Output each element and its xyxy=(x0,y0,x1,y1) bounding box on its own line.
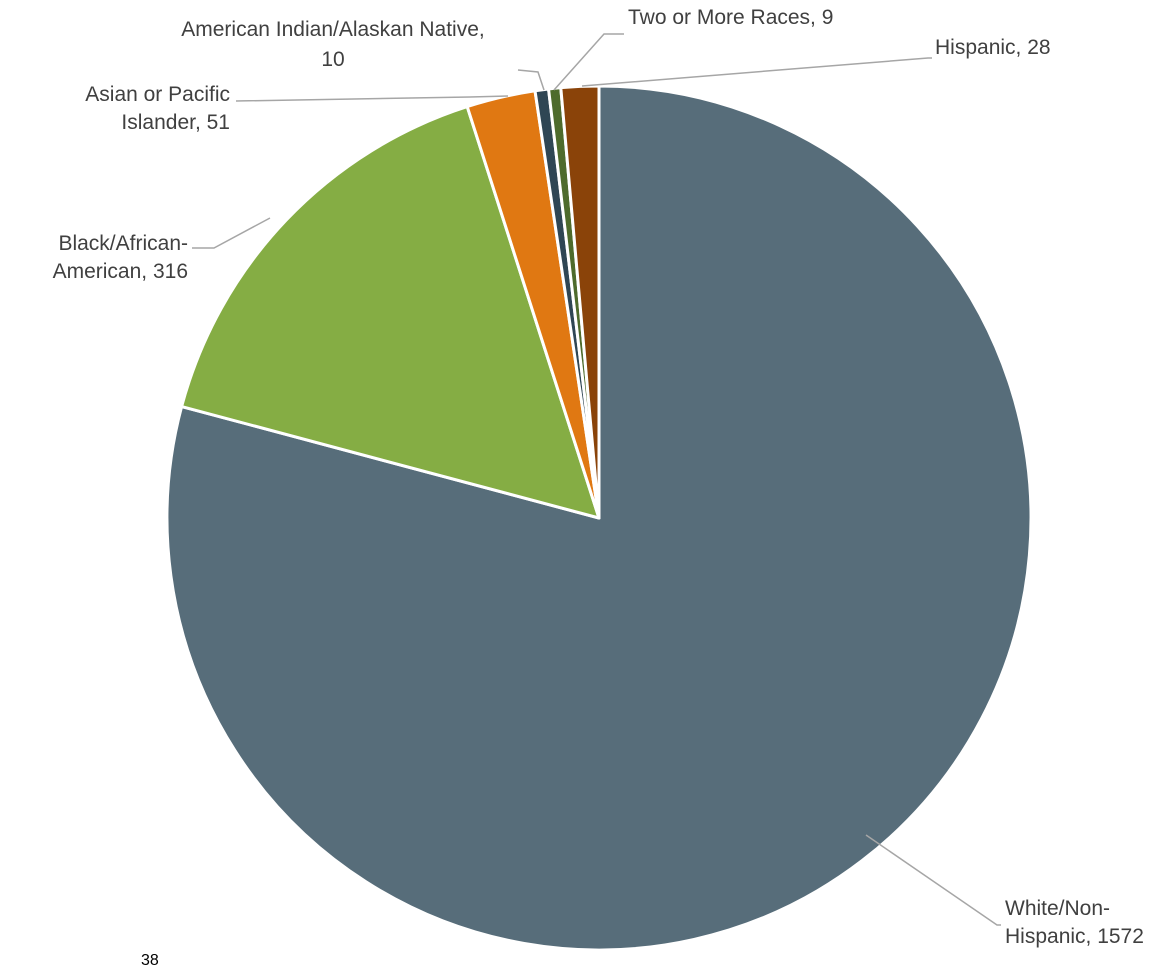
pie-slice-black-african-american xyxy=(180,105,601,520)
data-label-line: American Indian/Alaskan Native, xyxy=(181,18,485,41)
leader-line-american-indian-alaskan-native xyxy=(517,69,545,91)
data-label-two-or-more-races: Two or More Races, 9 xyxy=(628,6,833,29)
data-label-american-indian-alaskan-native: American Indian/Alaskan Native, 10 xyxy=(181,18,485,71)
data-label-white-non-hispanic: White/Non- Hispanic, 1572 xyxy=(1005,897,1144,948)
data-label-line: Islander, 51 xyxy=(121,111,230,134)
data-label-line: Hispanic, 1572 xyxy=(1005,925,1144,948)
data-label-line: Black/African- xyxy=(58,232,188,255)
leader-line-asian-or-pacific-islander xyxy=(235,95,509,102)
data-label-asian-or-pacific-islander: Asian or Pacific Islander, 51 xyxy=(85,83,230,134)
leader-line-two-or-more-races xyxy=(553,33,624,91)
leader-lines xyxy=(192,33,1001,926)
pie-slices xyxy=(165,84,1033,952)
data-label-black-african-american: Black/African- American, 316 xyxy=(53,232,188,283)
leader-line-hispanic xyxy=(581,57,932,87)
leader-line-black-african-american xyxy=(192,217,271,249)
data-label-hispanic: Hispanic, 28 xyxy=(935,36,1051,59)
leader-line-white-non-hispanic xyxy=(865,834,1001,926)
page-number: 38 xyxy=(141,952,159,969)
pie-slice-hispanic xyxy=(559,84,601,520)
data-label-line: American, 316 xyxy=(53,260,188,283)
data-label-line: White/Non- xyxy=(1005,897,1110,920)
data-label-line: Asian or Pacific xyxy=(85,83,230,106)
data-label-line: 10 xyxy=(321,48,344,71)
data-labels: White/Non- Hispanic, 1572 Black/African- Am… xyxy=(53,6,1144,948)
data-label-line: Two or More Races, 9 xyxy=(628,6,833,29)
data-label-line: Hispanic, 28 xyxy=(935,36,1051,59)
